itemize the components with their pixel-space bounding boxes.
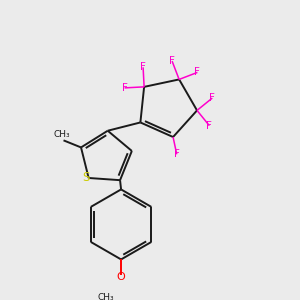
Text: F: F	[209, 93, 215, 103]
Text: F: F	[206, 121, 212, 130]
Text: F: F	[122, 83, 128, 93]
Text: S: S	[82, 172, 90, 184]
Text: F: F	[194, 68, 200, 77]
Text: CH₃: CH₃	[54, 130, 70, 139]
Text: F: F	[174, 149, 180, 159]
Text: F: F	[140, 62, 146, 72]
Text: O: O	[117, 272, 125, 282]
Text: CH₃: CH₃	[98, 293, 114, 300]
Text: F: F	[169, 56, 175, 66]
